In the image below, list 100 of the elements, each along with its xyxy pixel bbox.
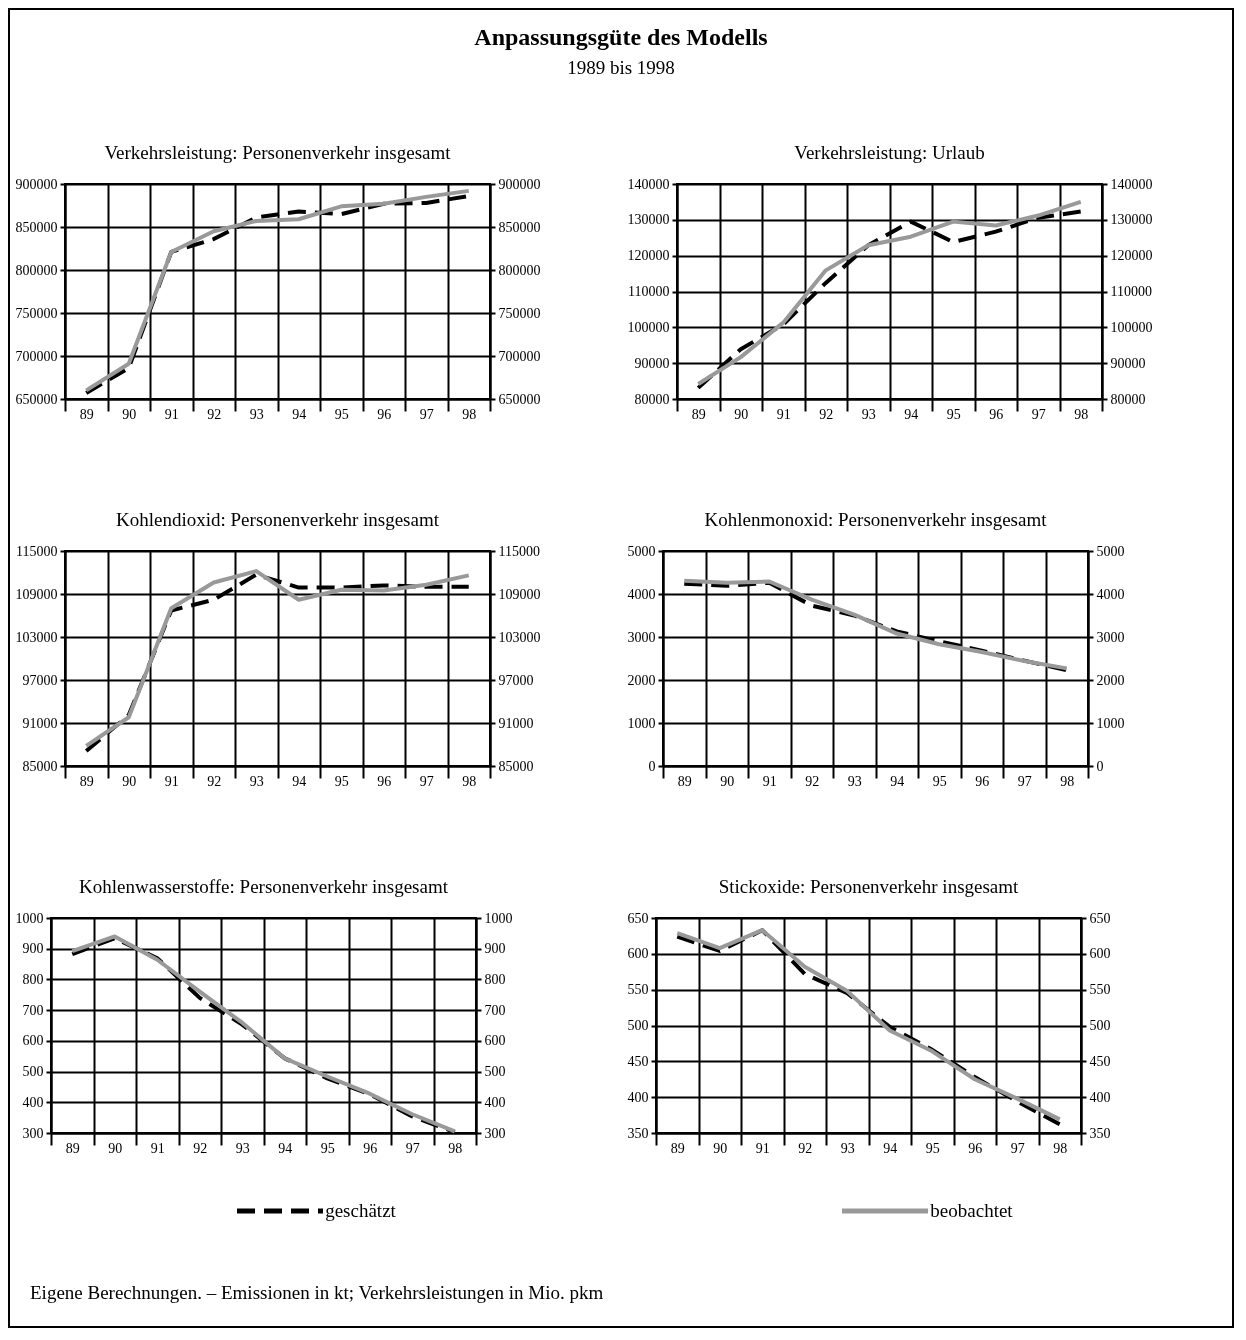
y-tick-label: 4000 — [627, 586, 656, 602]
y2-tick-label: 650000 — [498, 391, 541, 407]
chart-title: Verkehrsleistung: Personenverkehr insgesamt — [104, 142, 452, 163]
y-tick-label: 110000 — [628, 284, 670, 299]
y2-tick-label: 800 — [484, 971, 506, 987]
y-tick-label: 140000 — [627, 176, 670, 192]
chart-title: Stickoxide: Personenverkehr insgesamt — [718, 876, 1020, 897]
y-tick-label: 550 — [627, 982, 649, 998]
y-tick-label: 650000 — [15, 391, 58, 407]
x-tick-label: 96 — [377, 773, 392, 789]
y-tick-label: 0 — [648, 758, 656, 774]
x-tick-label: 97 — [405, 1140, 420, 1156]
legend-label: geschätzt — [325, 1200, 396, 1222]
y2-tick-label: 130000 — [1110, 212, 1153, 228]
y-tick-label: 800 — [22, 971, 44, 987]
chart-title: Verkehrsleistung: Urlaub — [794, 142, 985, 163]
x-tick-label: 89 — [79, 406, 94, 422]
y2-tick-label: 700000 — [498, 348, 541, 364]
y-tick-label: 120000 — [627, 248, 670, 264]
text: Eigene Berechnungen. – Emissionen in kt; Verkehrsleistungen in Mio. pkm — [30, 1282, 604, 1304]
x-tick-label: 92 — [193, 1140, 208, 1156]
y2-tick-label: 0 — [1096, 758, 1104, 774]
y-tick-label: 800000 — [15, 262, 58, 278]
x-tick-label: 90 — [713, 1140, 728, 1156]
x-tick-label: 93 — [249, 406, 264, 422]
x-tick-label: 94 — [890, 773, 905, 789]
x-tick-label: 97 — [1031, 406, 1046, 422]
y2-tick-label: 97000 — [498, 672, 534, 688]
x-tick-label: 97 — [1017, 773, 1032, 789]
x-tick-label: 97 — [419, 773, 434, 789]
y-tick-label: 300 — [22, 1125, 44, 1141]
x-tick-label: 93 — [847, 773, 862, 789]
y2-tick-label: 900 — [484, 941, 506, 957]
x-tick-label: 98 — [448, 1140, 463, 1156]
y2-tick-label: 850000 — [498, 219, 541, 235]
y2-tick-label: 300 — [484, 1125, 506, 1141]
y2-tick-label: 85000 — [498, 758, 534, 774]
x-tick-label: 91 — [164, 773, 179, 789]
x-tick-label: 95 — [932, 773, 947, 789]
y2-tick-label: 3000 — [1096, 629, 1125, 645]
x-tick-label: 91 — [150, 1140, 165, 1156]
y2-tick-label: 400 — [484, 1094, 506, 1110]
y-tick-label: 1000 — [627, 715, 656, 731]
chart-title: Kohlendioxid: Personenverkehr insgesamt — [116, 509, 440, 530]
y-tick-label: 450 — [627, 1053, 649, 1069]
x-tick-label: 90 — [108, 1140, 123, 1156]
x-tick-label: 90 — [122, 406, 137, 422]
y-tick-label: 100000 — [627, 319, 670, 335]
x-tick-label: 94 — [292, 773, 307, 789]
y2-tick-label: 115000 — [498, 543, 540, 559]
y2-tick-label: 103000 — [498, 629, 541, 645]
y-tick-label: 500 — [22, 1064, 44, 1080]
x-tick-label: 94 — [904, 406, 919, 422]
x-tick-label: 94 — [292, 406, 307, 422]
x-tick-label: 91 — [164, 406, 179, 422]
y2-tick-label: 400 — [1089, 1089, 1111, 1105]
y2-tick-label: 600 — [1089, 946, 1111, 962]
x-tick-label: 98 — [1074, 406, 1089, 422]
x-tick-label: 93 — [840, 1140, 855, 1156]
text: Anpassungsgüte des Modells — [473, 24, 769, 51]
x-tick-label: 95 — [320, 1140, 335, 1156]
x-tick-label: 93 — [861, 406, 876, 422]
text: 1989 bis 1998 — [566, 57, 676, 79]
x-tick-label: 98 — [462, 406, 477, 422]
y2-tick-label: 5000 — [1096, 543, 1125, 559]
x-tick-label: 93 — [249, 773, 264, 789]
y2-tick-label: 120000 — [1110, 248, 1153, 264]
y-tick-label: 700 — [22, 1002, 44, 1018]
y2-tick-label: 500 — [484, 1064, 506, 1080]
x-tick-label: 96 — [989, 406, 1004, 422]
x-tick-label: 96 — [363, 1140, 378, 1156]
y2-tick-label: 650 — [1089, 910, 1111, 926]
y2-tick-label: 350 — [1089, 1125, 1111, 1141]
x-tick-label: 92 — [805, 773, 820, 789]
x-tick-label: 89 — [79, 773, 94, 789]
y2-tick-label: 800000 — [498, 262, 541, 278]
x-tick-label: 94 — [883, 1140, 898, 1156]
y-tick-label: 500 — [627, 1018, 649, 1033]
x-tick-label: 92 — [207, 773, 222, 789]
x-tick-label: 93 — [235, 1140, 250, 1156]
y-tick-label: 900000 — [15, 176, 58, 192]
y-tick-label: 3000 — [627, 629, 656, 645]
y2-tick-label: 109000 — [498, 586, 541, 602]
y-tick-label: 115000 — [16, 543, 58, 559]
chart-title: Kohlenmonoxid: Personenverkehr insgesamt — [704, 509, 1048, 530]
y2-tick-label: 750000 — [498, 305, 541, 321]
y2-tick-label: 140000 — [1110, 176, 1153, 192]
y-tick-label: 400 — [22, 1094, 44, 1110]
x-tick-label: 91 — [776, 406, 791, 422]
x-tick-label: 92 — [207, 406, 222, 422]
y2-tick-label: 500 — [1089, 1018, 1111, 1033]
y-tick-label: 97000 — [22, 672, 58, 688]
y-tick-label: 350 — [627, 1125, 649, 1141]
y-tick-label: 1000 — [15, 910, 44, 926]
x-tick-label: 95 — [925, 1140, 940, 1156]
y-tick-label: 5000 — [627, 543, 656, 559]
y-tick-label: 130000 — [627, 212, 670, 228]
x-tick-label: 90 — [734, 406, 749, 422]
x-tick-label: 96 — [975, 773, 990, 789]
y-tick-label: 650 — [627, 910, 649, 926]
